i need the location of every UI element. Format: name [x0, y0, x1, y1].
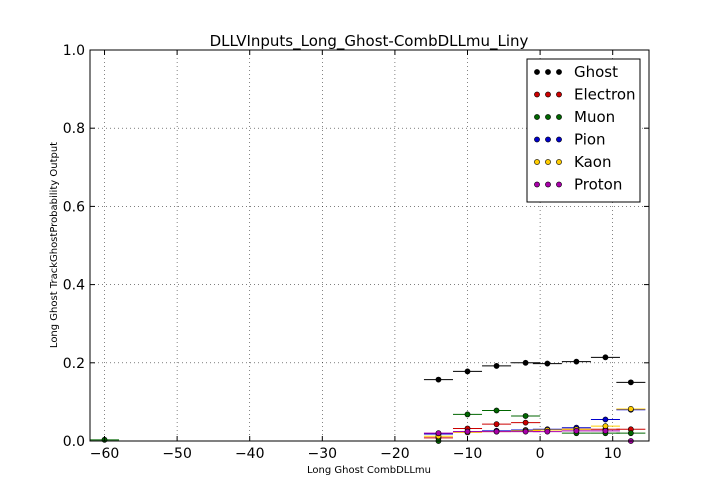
chart-title: DLLVInputs_Long_Ghost-CombDLLmu_Liny: [210, 32, 529, 51]
data-point: [493, 421, 500, 428]
data-point: [464, 368, 471, 375]
data-point: [493, 363, 500, 369]
y-tick-label: 0.2: [63, 356, 85, 372]
legend-marker: [545, 91, 551, 98]
plot-frame: [89, 49, 650, 442]
legend-box: [526, 58, 641, 203]
y-tick-label: 0.8: [63, 121, 85, 137]
x-tick-label: −20: [380, 446, 410, 462]
data-point: [435, 376, 442, 383]
legend-label: Muon: [574, 108, 615, 126]
legend-label: Ghost: [574, 63, 618, 81]
x-tick-label: −30: [308, 446, 338, 462]
y-axis-label: Long Ghost TrackGhostProbability Output: [49, 142, 60, 348]
y-tick-label: 1.0: [63, 43, 85, 59]
data-point: [464, 411, 471, 418]
data-point: [493, 428, 500, 435]
data-point: [522, 359, 529, 366]
data-point: [522, 413, 529, 419]
data-point: [522, 419, 529, 426]
data-point: [627, 379, 634, 386]
legend-marker: [534, 69, 540, 75]
data-point: [573, 358, 580, 365]
legend-marker: [534, 114, 540, 120]
y-tick-label: 0.0: [63, 434, 85, 450]
data-point: [493, 407, 500, 414]
x-axis-label: Long Ghost CombDLLmu: [307, 465, 431, 476]
legend-marker: [556, 114, 562, 120]
legend-label: Pion: [574, 131, 606, 149]
data-point: [544, 428, 551, 435]
data-point: [464, 428, 471, 435]
data-point: [522, 428, 529, 435]
x-tick-label: 0: [536, 446, 545, 462]
legend-marker: [556, 91, 562, 98]
legend-marker: [534, 159, 540, 165]
data-point: [602, 416, 609, 423]
data-point: [602, 354, 609, 361]
legend-marker: [534, 91, 540, 98]
legend-marker: [534, 136, 540, 143]
legend-label: Proton: [574, 176, 622, 194]
x-tick-label: −10: [453, 446, 483, 462]
data-point: [627, 430, 634, 437]
legend-marker: [556, 181, 562, 188]
legend-label: Electron: [574, 86, 636, 104]
legend-marker: [556, 159, 562, 165]
legend-marker: [545, 114, 551, 120]
legend-marker: [556, 136, 562, 143]
x-tick-label: −50: [162, 446, 192, 462]
data-point: [435, 430, 442, 437]
x-tick-label: −60: [90, 446, 120, 462]
legend-marker: [545, 159, 551, 165]
y-tick-label: 0.4: [63, 278, 85, 294]
legend-marker: [545, 136, 551, 143]
legend: Ghost Electron Muon Pion Kaon Proton: [526, 58, 641, 203]
x-tick-label: −40: [235, 446, 265, 462]
legend-marker: [534, 181, 540, 188]
data-point: [573, 427, 580, 434]
series-ghost: [423, 354, 646, 386]
x-tick-label: 10: [604, 446, 622, 462]
legend-label: Kaon: [574, 153, 611, 171]
data-point: [602, 427, 609, 434]
legend-marker: [545, 69, 551, 75]
y-tick-label: 0.6: [63, 199, 85, 215]
data-layer: [90, 354, 646, 444]
legend-marker: [556, 69, 562, 75]
legend-marker: [545, 181, 551, 188]
data-point: [544, 360, 551, 367]
axis-ticks: −60 −50 −40 −30 −20 −10 0 10 0.0 0.2 0.4 0.6 0.8 1.0: [63, 43, 649, 462]
data-point: [627, 406, 634, 412]
